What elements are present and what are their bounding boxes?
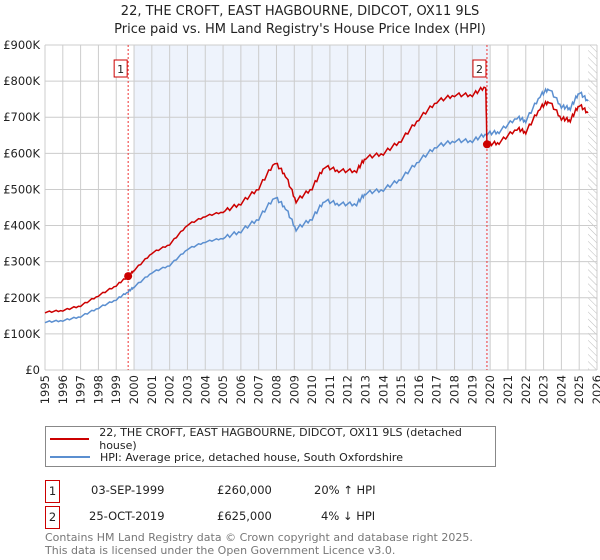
legend-label: 22, THE CROFT, EAST HAGBOURNE, DIDCOT, O… bbox=[99, 426, 462, 452]
x-tick-label: 2001 bbox=[145, 375, 159, 404]
y-tick-label: £700K bbox=[3, 110, 40, 124]
x-tick-label: 2011 bbox=[323, 375, 337, 404]
x-tick-label: 2020 bbox=[483, 375, 497, 404]
footer-line: Contains HM Land Registry data © Crown c… bbox=[45, 531, 473, 544]
x-tick-label: 2022 bbox=[519, 375, 533, 404]
sale-marker: 1 bbox=[45, 480, 60, 503]
x-tick-label: 2003 bbox=[180, 375, 194, 404]
hpi-line bbox=[44, 87, 589, 324]
x-tick-label: 2008 bbox=[269, 375, 283, 404]
sale-marker: 2 bbox=[45, 506, 60, 529]
x-tick-label: 2000 bbox=[127, 375, 141, 404]
legend-item-hpi: HPI: Average price, detached house, Sout… bbox=[50, 450, 403, 464]
sale-hpi: 4% ↓ HPI bbox=[321, 509, 376, 523]
y-tick-label: £400K bbox=[3, 219, 40, 233]
legend: 22, THE CROFT, EAST HAGBOURNE, DIDCOT, O… bbox=[45, 426, 496, 467]
x-tick-label: 2017 bbox=[430, 375, 444, 404]
x-tick-label: 2006 bbox=[234, 375, 248, 404]
x-tick-label: 1997 bbox=[74, 375, 88, 404]
sale-label: 2 bbox=[476, 63, 483, 76]
future-hatch bbox=[588, 45, 597, 370]
y-tick-label: £800K bbox=[3, 74, 40, 88]
x-tick-label: 2024 bbox=[554, 375, 568, 404]
y-tick-label: £100K bbox=[3, 327, 40, 341]
sale-price: £260,000 bbox=[217, 483, 272, 497]
sale-point bbox=[124, 272, 133, 281]
blue-line-swatch bbox=[50, 456, 90, 458]
chart-title: 22, THE CROFT, EAST HAGBOURNE, DIDCOT, O… bbox=[120, 4, 480, 19]
x-tick-label: 2013 bbox=[359, 375, 373, 404]
x-tick-label: 2005 bbox=[216, 375, 230, 404]
red-line-swatch bbox=[50, 438, 90, 440]
sale-label-box bbox=[472, 59, 487, 78]
x-tick-label: 2025 bbox=[572, 375, 586, 404]
x-tick-label: 2016 bbox=[412, 375, 426, 404]
x-tick-label: 2014 bbox=[376, 375, 390, 404]
sale-price: £625,000 bbox=[217, 509, 272, 523]
sale-date: 25-OCT-2019 bbox=[89, 509, 165, 523]
x-tick-label: 2007 bbox=[252, 375, 266, 404]
x-tick-label: 2021 bbox=[501, 375, 515, 404]
chart-subtitle: Price paid vs. HM Land Registry's House … bbox=[114, 22, 486, 37]
x-tick-label: 2009 bbox=[287, 375, 301, 404]
x-tick-label: 2026 bbox=[590, 375, 600, 404]
property-price-line bbox=[44, 86, 589, 314]
footer-line: This data is licensed under the Open Gov… bbox=[45, 544, 396, 557]
legend-item-property: 22, THE CROFT, EAST HAGBOURNE, DIDCOT, O… bbox=[50, 426, 495, 452]
x-tick-label: 2018 bbox=[448, 375, 462, 404]
y-tick-label: £0 bbox=[25, 363, 40, 377]
x-tick-label: 2015 bbox=[394, 375, 408, 404]
x-tick-label: 1995 bbox=[38, 375, 52, 404]
y-tick-label: £900K bbox=[3, 38, 40, 52]
sale-point bbox=[482, 140, 491, 149]
x-tick-label: 2019 bbox=[465, 375, 479, 404]
footer: Contains HM Land Registry data © Crown c… bbox=[45, 531, 473, 557]
y-tick-label: £300K bbox=[3, 255, 40, 269]
x-tick-label: 2012 bbox=[341, 375, 355, 404]
y-tick-label: £200K bbox=[3, 291, 40, 305]
x-tick-label: 1998 bbox=[91, 375, 105, 404]
sale-date: 03-SEP-1999 bbox=[91, 483, 165, 497]
sale-label-box bbox=[113, 59, 128, 78]
x-tick-label: 2004 bbox=[198, 375, 212, 404]
price-chart: 1995 1996 1997 1998 1999 2000 2001 2002 2003 2004… bbox=[3, 38, 600, 404]
x-tick-label: 2010 bbox=[305, 375, 319, 404]
legend-label: HPI: Average price, detached house, Sout… bbox=[100, 450, 403, 464]
y-tick-label: £600K bbox=[3, 146, 40, 160]
x-tick-label: 2023 bbox=[537, 375, 551, 404]
x-tick-label: 2002 bbox=[163, 375, 177, 404]
sale-hpi: 20% ↑ HPI bbox=[314, 483, 376, 497]
x-tick-label: 1996 bbox=[56, 375, 70, 404]
x-tick-label: 1999 bbox=[109, 375, 123, 404]
y-tick-label: £500K bbox=[3, 182, 40, 196]
sale-label: 1 bbox=[117, 63, 124, 76]
